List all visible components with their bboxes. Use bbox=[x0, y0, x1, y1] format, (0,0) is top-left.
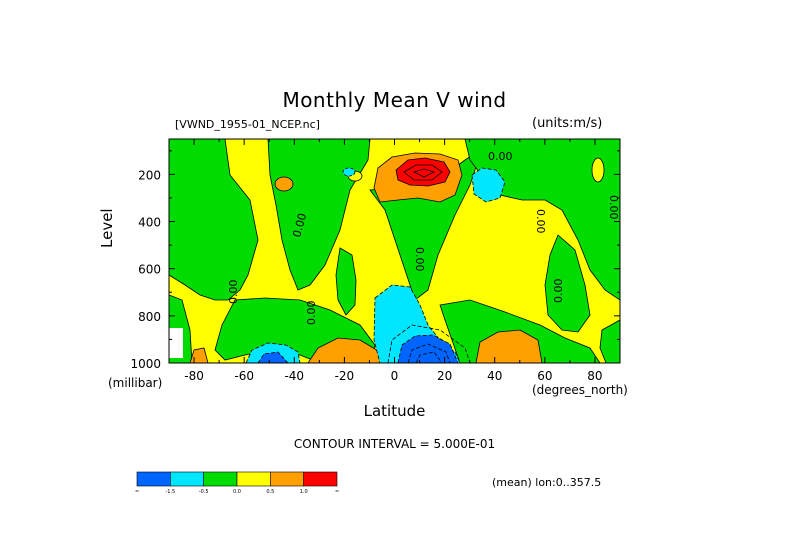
contour-fill-area bbox=[169, 139, 620, 363]
units-label: (units:m/s) bbox=[532, 116, 603, 131]
contour-label: 0.00 bbox=[290, 212, 309, 239]
orange-blob bbox=[274, 176, 294, 192]
colorbar-label: 1.0 bbox=[300, 489, 308, 495]
contour-labels: 0.00 0.00 0.00 0.00 0.00 0.00 0.00 0.00 bbox=[227, 150, 620, 325]
contour-label: 0.00 bbox=[607, 195, 620, 220]
green-region bbox=[544, 234, 591, 333]
colorbar-label: -1.5 bbox=[165, 489, 175, 495]
red-region bbox=[395, 157, 451, 187]
contour-interval-text: CONTOUR INTERVAL = 5.000E-01 bbox=[293, 437, 496, 451]
x-tick-label: -80 bbox=[184, 369, 204, 383]
orange-region bbox=[307, 337, 391, 363]
orange-region bbox=[475, 329, 543, 363]
x-tick-label: 20 bbox=[437, 369, 452, 383]
x-axis: -80 -60 -40 -20 0 20 40 60 80 bbox=[168, 139, 621, 383]
colorbar-swatch bbox=[203, 471, 238, 487]
colorbar-swatch bbox=[170, 471, 204, 487]
y-axis: 200 400 600 800 1000 bbox=[130, 150, 620, 371]
x-tick-label: -20 bbox=[335, 369, 355, 383]
x-tick-label: -40 bbox=[284, 369, 304, 383]
y-axis-units: (millibar) bbox=[108, 376, 163, 390]
x-tick-label: 40 bbox=[487, 369, 502, 383]
white-patch bbox=[169, 328, 183, 358]
colorbar-label: 0.5 bbox=[266, 489, 274, 495]
dataset-label: [VWND_1955-01_NCEP.nc] bbox=[175, 118, 320, 131]
y-tick-label: 400 bbox=[138, 216, 161, 230]
y-tick-label: 600 bbox=[138, 263, 161, 277]
y-tick-label: 200 bbox=[138, 168, 161, 182]
x-tick-label: 80 bbox=[587, 369, 602, 383]
yellow-blob bbox=[591, 157, 605, 183]
contour-label: 0.00 bbox=[305, 301, 318, 326]
green-region bbox=[267, 139, 371, 291]
contour-line bbox=[407, 343, 451, 363]
contour-line bbox=[415, 351, 443, 363]
contour-line bbox=[412, 168, 436, 178]
green-region bbox=[599, 319, 620, 363]
x-tick-label: -60 bbox=[234, 369, 254, 383]
y-tick-label: 1000 bbox=[130, 357, 161, 371]
contour-label: 0.00 bbox=[552, 279, 565, 304]
colorbar-swatch bbox=[303, 471, 338, 487]
contour-label: 0.00 bbox=[488, 150, 513, 163]
colorbar-label: -0.5 bbox=[199, 489, 209, 495]
colorbar-label: 0.0 bbox=[233, 489, 241, 495]
contour-label: 0.00 bbox=[227, 280, 240, 305]
x-axis-units: (degrees_north) bbox=[532, 383, 628, 397]
mean-longitude-label: (mean) lon:0..357.5 bbox=[492, 476, 602, 489]
contour-label: 0.00 bbox=[413, 247, 426, 272]
blue-region bbox=[257, 351, 289, 363]
cyan-blob bbox=[342, 167, 356, 177]
x-tick-label: 0 bbox=[391, 369, 399, 383]
x-axis-label: Latitude bbox=[363, 402, 426, 420]
chart-title: Monthly Mean V wind bbox=[282, 88, 507, 112]
colorbar-swatch bbox=[270, 471, 304, 487]
cyan-region bbox=[471, 167, 506, 203]
green-region bbox=[169, 139, 259, 301]
contour-line bbox=[403, 164, 443, 181]
colorbar-swatch bbox=[136, 471, 171, 487]
contour-label: 0.00 bbox=[534, 209, 547, 234]
colorbar: -1.5 -0.5 0.0 0.5 1.0 bbox=[135, 471, 339, 495]
blue-region bbox=[397, 334, 459, 363]
y-tick-label: 800 bbox=[138, 310, 161, 324]
colorbar-swatch bbox=[236, 471, 271, 487]
green-region bbox=[335, 247, 357, 316]
x-tick-label: 60 bbox=[537, 369, 552, 383]
contour-line bbox=[387, 324, 471, 363]
